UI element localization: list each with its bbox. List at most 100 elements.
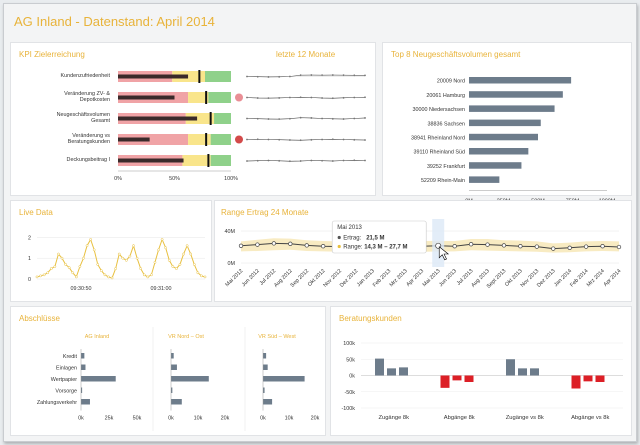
kpi-trend-point xyxy=(321,97,323,99)
live-point xyxy=(57,252,60,256)
abs-tick: 50k xyxy=(133,416,142,422)
range-x-tick: Sep 2012 xyxy=(290,268,311,289)
abs-bar xyxy=(263,353,267,359)
kpi-trend-title: letzte 12 Monate xyxy=(276,50,336,59)
live-point xyxy=(171,265,175,268)
kpi-band-red xyxy=(118,134,189,145)
kpi-axis-tick: 0% xyxy=(114,176,122,182)
range-tooltip-title: Mai 2013 xyxy=(337,225,362,231)
ber-group-label: Zugänge vs 8k xyxy=(506,415,544,421)
ber-bar xyxy=(518,368,527,376)
kpi-trend-point xyxy=(342,159,345,162)
kpi-status-dot xyxy=(235,135,243,144)
kpi-trend-point xyxy=(267,118,270,120)
kpi-trend-point xyxy=(289,96,291,99)
page-title: AG Inland - Datenstand: April 2014 xyxy=(14,14,215,29)
kpi-trend-line xyxy=(246,138,366,141)
abs-subtitle: AG Inland xyxy=(85,334,109,340)
kpi-band-yellow xyxy=(185,113,215,124)
kpi-target-marker xyxy=(209,112,212,125)
live-point xyxy=(142,273,146,277)
kpi-trend-point xyxy=(364,117,366,119)
ber-bar xyxy=(464,375,474,382)
abs-category-label: Wertpapier xyxy=(51,377,77,383)
range-point xyxy=(600,244,605,249)
top8-label: 30000 Niedersachsen xyxy=(413,107,465,113)
top8-label: 39252 Frankfurt xyxy=(427,164,466,170)
abs-tick: 20k xyxy=(311,416,320,422)
abs-subtitle: VR Nord – Ost xyxy=(168,334,204,340)
live-point xyxy=(182,252,185,256)
abs-bar xyxy=(263,376,305,382)
top8-bar xyxy=(469,105,555,112)
ber-group-label: Abgänge vs 8k xyxy=(571,415,609,421)
abs-tick: 0k xyxy=(260,416,266,422)
kpi-axis-tick: 50% xyxy=(169,176,180,182)
abs-bar xyxy=(171,376,209,382)
kpi-trend-point xyxy=(353,74,356,77)
live-y-tick: 2 xyxy=(28,235,31,241)
kpi-trend-point xyxy=(342,96,345,99)
kpi-row-label: Neugeschäftsvolumen Gesamt xyxy=(56,111,110,125)
kpi-trend-point xyxy=(310,74,313,76)
kpi-trend-point xyxy=(299,96,302,99)
ber-bar xyxy=(387,368,396,376)
ber-bar xyxy=(571,375,581,389)
kpi-trend-point xyxy=(267,159,270,162)
kpi-trend-point xyxy=(278,159,281,162)
kpi-trend-point xyxy=(267,76,270,78)
live-point xyxy=(92,248,96,252)
live-x-tick: 09:31:00 xyxy=(151,286,172,292)
kpi-trend-point xyxy=(267,97,270,100)
range-point xyxy=(551,246,556,251)
abs-bar xyxy=(171,387,173,393)
live-point xyxy=(49,267,53,270)
abs-bar xyxy=(81,364,86,370)
live-point xyxy=(67,266,71,269)
ber-y-tick: -100k xyxy=(342,406,356,412)
range-band xyxy=(241,238,619,253)
live-y-tick: 1 xyxy=(28,256,31,262)
live-point xyxy=(192,263,196,266)
ber-bar xyxy=(440,375,450,388)
live-point xyxy=(64,263,67,266)
live-point xyxy=(175,267,178,270)
kpi-value-bar xyxy=(118,137,150,142)
kpi-band-green xyxy=(205,71,231,82)
kpi-band-green xyxy=(210,134,231,145)
live-point xyxy=(53,265,57,268)
abs-bar xyxy=(81,387,83,393)
ber-bar xyxy=(375,358,384,376)
kpi-trend-point xyxy=(299,74,302,77)
kpi-trend-point xyxy=(364,74,366,77)
live-point xyxy=(39,274,42,278)
ber-group-label: Zugänge 8k xyxy=(378,415,409,421)
kpi-trend-point xyxy=(310,138,313,141)
mouse-cursor-icon xyxy=(438,246,450,261)
ber-bar xyxy=(399,367,408,376)
live-point xyxy=(164,246,168,250)
live-point xyxy=(117,252,121,256)
abs-bar xyxy=(81,399,90,405)
live-point xyxy=(71,271,75,275)
kpi-trend-point xyxy=(342,74,345,77)
kpi-trend-point xyxy=(246,75,248,78)
kpi-trend-point xyxy=(246,96,248,99)
kpi-value-bar xyxy=(118,95,175,100)
range-tooltip-range-label: Range: xyxy=(343,245,363,251)
kpi-value-bar xyxy=(118,74,189,79)
kpi-trend-point xyxy=(310,96,313,99)
live-point xyxy=(200,274,203,278)
kpi-row-label: Deckungsbeitrag I xyxy=(66,157,110,163)
kpi-trend-point xyxy=(256,159,259,162)
abs-bar xyxy=(171,353,174,359)
top8-bar xyxy=(469,176,500,183)
kpi-trend-point xyxy=(256,97,259,99)
range-tooltip-range-value: 14,3 M – 27,7 M xyxy=(364,245,407,251)
live-point xyxy=(185,244,189,248)
live-point xyxy=(160,238,164,241)
ber-bar xyxy=(506,359,515,376)
top8-title: Top 8 Neugeschäftsvolumen gesamt xyxy=(391,50,521,59)
range-tooltip-range-dot xyxy=(337,244,341,249)
top8-label: 52209 Rhein-Main xyxy=(421,178,465,184)
